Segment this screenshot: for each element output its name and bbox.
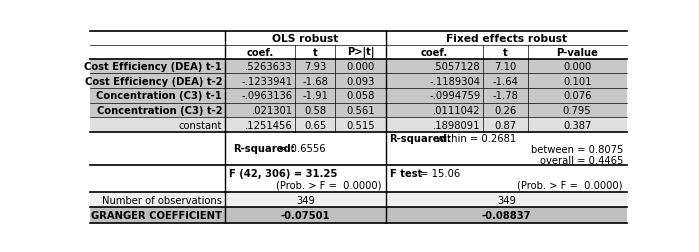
Text: coef.: coef.	[247, 48, 274, 57]
Text: 0.093: 0.093	[347, 76, 375, 86]
Text: .021301: .021301	[252, 106, 293, 116]
Text: P-value: P-value	[556, 48, 598, 57]
Text: 0.795: 0.795	[563, 106, 591, 116]
Text: (Prob. > F =  0.0000): (Prob. > F = 0.0000)	[517, 180, 623, 190]
Text: 0.65: 0.65	[304, 120, 326, 130]
Text: -0.08837: -0.08837	[482, 210, 531, 220]
Text: .5263633: .5263633	[245, 62, 293, 72]
Bar	[89, 193, 627, 207]
Text: 0.000: 0.000	[563, 62, 591, 72]
Text: Cost Efficiency (DEA) t-2: Cost Efficiency (DEA) t-2	[85, 76, 222, 86]
Bar	[89, 118, 627, 133]
Text: t: t	[313, 48, 317, 57]
Text: 0.561: 0.561	[346, 106, 375, 116]
Text: 0.58: 0.58	[304, 106, 326, 116]
Text: 0.515: 0.515	[346, 120, 375, 130]
Text: 0.387: 0.387	[563, 120, 591, 130]
Text: -1.68: -1.68	[302, 76, 328, 86]
Bar	[89, 207, 627, 223]
Bar	[89, 74, 627, 89]
Text: 7.10: 7.10	[494, 62, 517, 72]
Text: OLS robust: OLS robust	[273, 34, 339, 44]
Text: 349: 349	[497, 195, 516, 205]
Bar	[89, 59, 627, 74]
Text: Concentration (C3) t-1: Concentration (C3) t-1	[96, 91, 222, 101]
Text: -1.91: -1.91	[302, 91, 329, 101]
Text: 349: 349	[296, 195, 315, 205]
Text: 0.058: 0.058	[347, 91, 375, 101]
Text: within = 0.2681: within = 0.2681	[430, 134, 516, 143]
Text: (Prob. > F =  0.0000): (Prob. > F = 0.0000)	[276, 180, 382, 190]
Text: R-squared:: R-squared:	[233, 144, 295, 154]
Text: 0.000: 0.000	[347, 62, 375, 72]
Bar	[89, 103, 627, 118]
Text: constant: constant	[179, 120, 222, 130]
Text: 7.93: 7.93	[304, 62, 326, 72]
Text: Cost Efficiency (DEA) t-1: Cost Efficiency (DEA) t-1	[85, 62, 222, 72]
Bar	[89, 89, 627, 103]
Text: overall = 0.4465: overall = 0.4465	[540, 155, 623, 165]
Text: -.1189304: -.1189304	[429, 76, 480, 86]
Text: .1898091: .1898091	[433, 120, 480, 130]
Text: t: t	[503, 48, 507, 57]
Text: GRANGER COEFFICIENT: GRANGER COEFFICIENT	[92, 210, 222, 220]
Text: -.1233941: -.1233941	[242, 76, 293, 86]
Text: -0.07501: -0.07501	[281, 210, 331, 220]
Text: .1251456: .1251456	[245, 120, 293, 130]
Text: F test: F test	[389, 168, 422, 178]
Text: Number of observations: Number of observations	[102, 195, 222, 205]
Text: 0.076: 0.076	[563, 91, 591, 101]
Text: .0111042: .0111042	[433, 106, 480, 116]
Text: = 15.06: = 15.06	[417, 168, 460, 178]
Text: 0.26: 0.26	[494, 106, 517, 116]
Text: -1.64: -1.64	[492, 76, 518, 86]
Text: 0.101: 0.101	[563, 76, 591, 86]
Text: .5057128: .5057128	[433, 62, 480, 72]
Text: between = 0.8075: between = 0.8075	[531, 144, 623, 154]
Text: P>|t|: P>|t|	[347, 47, 374, 58]
Text: = 0.6556: = 0.6556	[275, 144, 325, 154]
Text: -.0963136: -.0963136	[242, 91, 293, 101]
Text: -1.78: -1.78	[492, 91, 518, 101]
Text: coef.: coef.	[421, 48, 448, 57]
Text: Fixed effects robust: Fixed effects robust	[446, 34, 567, 44]
Text: F (42, 306) = 31.25: F (42, 306) = 31.25	[229, 168, 338, 178]
Text: 0.87: 0.87	[494, 120, 516, 130]
Text: -.0994759: -.0994759	[429, 91, 480, 101]
Text: R-squared:: R-squared:	[389, 134, 452, 143]
Text: Concentration (C3) t-2: Concentration (C3) t-2	[96, 106, 222, 116]
